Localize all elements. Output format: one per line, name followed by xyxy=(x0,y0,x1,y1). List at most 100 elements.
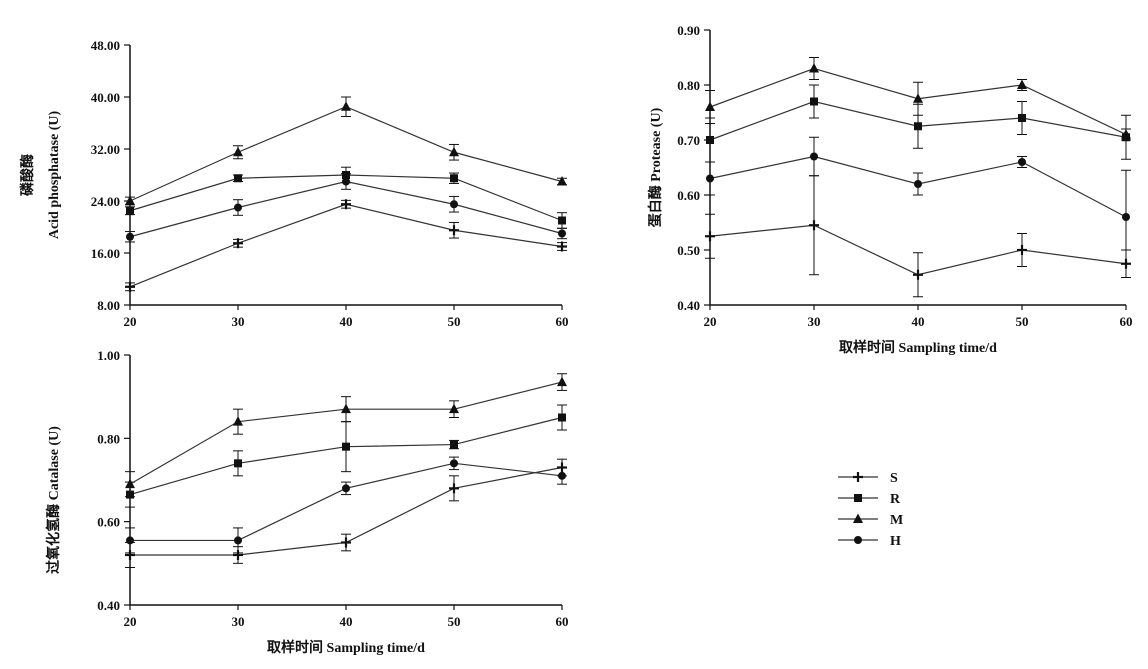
protease-x-tick-label: 60 xyxy=(1120,314,1133,329)
catalase-point-m xyxy=(341,403,351,414)
legend-item-r: R xyxy=(838,492,901,507)
catalase-point-r xyxy=(558,413,566,422)
protease-point-m xyxy=(705,101,715,111)
protease-ylabel-en: Protease (U) xyxy=(649,107,664,181)
acid-phosphatase-point-h xyxy=(558,229,566,238)
catalase-point-m xyxy=(233,416,243,426)
catalase-x-tick-label: 40 xyxy=(340,614,353,629)
acid-phosphatase-point-m xyxy=(449,146,459,157)
protease-point-h xyxy=(1018,158,1026,166)
protease-point-m xyxy=(913,93,923,103)
protease-chart: 0.40 0.50 0.60 0.70 0.80 0.90 20 30 40 50 60 蛋白酶 Pr… xyxy=(647,23,1133,356)
legend-marker-r xyxy=(854,494,862,502)
catalase-point-r xyxy=(234,459,242,468)
protease-series-h xyxy=(705,136,1131,265)
catalase-y-tick-label: 0.80 xyxy=(97,431,120,446)
acid-phosphatase-point-m xyxy=(233,146,243,157)
catalase-y-tick-label: 0.40 xyxy=(97,598,120,613)
legend-label: S xyxy=(890,471,898,486)
legend-item-s: S xyxy=(838,471,898,486)
acid-phosphatase-series-line-s xyxy=(129,203,563,288)
legend-marker-s xyxy=(853,472,863,482)
protease-ylabel: 蛋白酶 Protease (U) xyxy=(647,107,664,227)
legend-marker-h xyxy=(854,536,862,544)
catalase-point-r xyxy=(450,440,458,449)
catalase-point-h xyxy=(342,484,350,493)
acid-phosphatase-point-h xyxy=(234,203,242,212)
legend-item-h: H xyxy=(838,534,901,549)
protease-x-tick-label: 40 xyxy=(912,314,925,329)
protease-point-s xyxy=(809,220,819,231)
acid-phosphatase-ylabel-en: Acid phosphatase (U) xyxy=(47,110,62,239)
protease-ylabel-cn: 蛋白酶 xyxy=(647,185,664,227)
protease-y-tick-label: 0.60 xyxy=(677,188,700,203)
acid-phosphatase-chart: 8.00 16.00 24.00 32.00 40.00 48.00 20 30 40 50 60 磷… xyxy=(19,38,569,329)
catalase-series-m xyxy=(125,373,567,498)
acid-phosphatase-series-s xyxy=(125,199,567,292)
acid-phosphatase-x-tick-label: 60 xyxy=(556,314,569,329)
acid-phosphatase-point-s xyxy=(449,225,459,236)
catalase-ylabel-cn: 过氧化氢酶 xyxy=(45,504,62,574)
catalase-x-tick-label: 30 xyxy=(232,614,245,629)
legend-label: H xyxy=(890,534,901,549)
protease-point-h xyxy=(914,180,922,188)
acid-phosphatase-x-tick-label: 50 xyxy=(448,314,461,329)
protease-point-s xyxy=(705,231,715,242)
acid-phosphatase-series-m xyxy=(125,96,567,206)
acid-phosphatase-y-tick-label: 16.00 xyxy=(91,246,120,261)
catalase-ylabel-en: Catalase (U) xyxy=(47,426,62,501)
acid-phosphatase-point-r xyxy=(558,216,566,225)
catalase-point-r xyxy=(342,442,350,451)
protease-point-s xyxy=(913,269,923,280)
catalase-x-tick-label: 50 xyxy=(448,614,461,629)
acid-phosphatase-ylabel-en-line: Acid phosphatase (U) xyxy=(47,110,62,239)
acid-phosphatase-ylabel: 磷酸酶 xyxy=(19,154,36,196)
protease-y-tick-label: 0.40 xyxy=(677,298,700,313)
acid-phosphatase-point-s xyxy=(341,199,351,210)
protease-point-h xyxy=(810,152,818,161)
acid-phosphatase-x-tick-label: 30 xyxy=(232,314,245,329)
catalase-point-h xyxy=(558,471,566,480)
catalase-point-m xyxy=(449,403,459,414)
legend-item-m: M xyxy=(838,513,903,528)
acid-phosphatase-y-tick-label: 40.00 xyxy=(91,90,120,105)
catalase-series-s xyxy=(125,458,567,568)
acid-phosphatase-point-r xyxy=(450,174,458,183)
acid-phosphatase-y-tick-label: 48.00 xyxy=(91,38,120,53)
acid-phosphatase-point-s xyxy=(233,238,243,249)
catalase-y-tick-label: 1.00 xyxy=(97,348,120,363)
protease-xlabel: 取样时间 Sampling time/d xyxy=(839,339,997,356)
acid-phosphatase-point-s xyxy=(125,281,135,292)
protease-point-h xyxy=(1122,213,1130,221)
protease-point-s xyxy=(1017,245,1027,255)
protease-point-r xyxy=(1018,114,1026,122)
catalase-xlabel: 取样时间 Sampling time/d xyxy=(267,639,425,656)
acid-phosphatase-point-r xyxy=(234,174,242,183)
catalase-point-s xyxy=(341,537,351,548)
acid-phosphatase-point-r xyxy=(126,206,134,215)
catalase-point-m xyxy=(125,478,135,489)
protease-point-m xyxy=(809,63,819,73)
catalase-point-m xyxy=(557,376,567,387)
protease-y-tick-label: 0.80 xyxy=(677,78,700,93)
legend-label: R xyxy=(890,492,901,507)
acid-phosphatase-point-h xyxy=(450,200,458,209)
catalase-series-h xyxy=(125,456,567,554)
acid-phosphatase-series-h xyxy=(125,173,567,243)
acid-phosphatase-ylabel-cn: 磷酸酶 xyxy=(19,154,36,196)
acid-phosphatase-point-h xyxy=(342,177,350,186)
acid-phosphatase-y-tick-label: 32.00 xyxy=(91,142,120,157)
catalase-point-s xyxy=(449,483,459,494)
acid-phosphatase-y-tick-label: 8.00 xyxy=(97,298,120,313)
protease-series-m xyxy=(705,57,1131,141)
protease-point-m xyxy=(1017,79,1027,89)
protease-y-tick-label: 0.70 xyxy=(677,133,700,148)
protease-y-tick-label: 0.50 xyxy=(677,243,700,258)
acid-phosphatase-point-m xyxy=(341,101,351,111)
protease-point-h xyxy=(706,174,714,183)
legend-marker-m xyxy=(853,513,863,523)
protease-x-tick-label: 30 xyxy=(808,314,821,329)
acid-phosphatase-point-h xyxy=(126,232,134,241)
